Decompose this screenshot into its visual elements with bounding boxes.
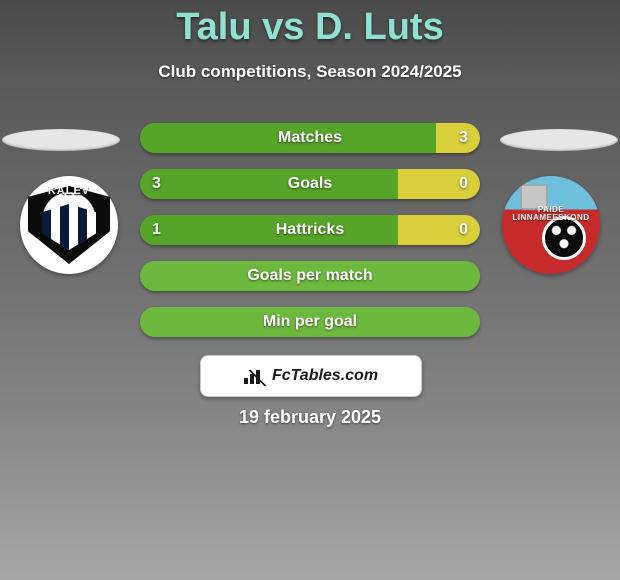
left-team-crest <box>20 176 118 274</box>
stat-bar-left <box>140 307 480 337</box>
stat-bar-left <box>140 261 480 291</box>
stat-row: Min per goal <box>140 307 480 337</box>
comparison-card: Talu vs D. Luts Club competitions, Seaso… <box>0 0 620 580</box>
stat-rows: Matches3 Goals30 Hattricks10 Goals per matc… <box>140 123 480 353</box>
stat-bar-left <box>140 169 398 199</box>
right-ellipse <box>500 129 618 151</box>
attribution-badge[interactable]: FcTables.com <box>200 355 422 397</box>
right-team-crest <box>502 176 600 274</box>
stat-row: Matches3 <box>140 123 480 153</box>
left-ellipse <box>2 129 120 151</box>
page-title: Talu vs D. Luts <box>0 6 620 49</box>
attribution-text: FcTables.com <box>272 367 378 385</box>
stat-bar-right <box>436 123 480 153</box>
page-subtitle: Club competitions, Season 2024/2025 <box>0 62 620 82</box>
stat-bar-left <box>140 215 398 245</box>
stat-bar-right <box>398 215 480 245</box>
stat-row: Goals per match <box>140 261 480 291</box>
stat-row: Goals30 <box>140 169 480 199</box>
stat-row: Hattricks10 <box>140 215 480 245</box>
stat-bar-left <box>140 123 436 153</box>
date-text: 19 february 2025 <box>0 407 620 428</box>
barchart-icon <box>244 368 266 384</box>
stat-bar-right <box>398 169 480 199</box>
